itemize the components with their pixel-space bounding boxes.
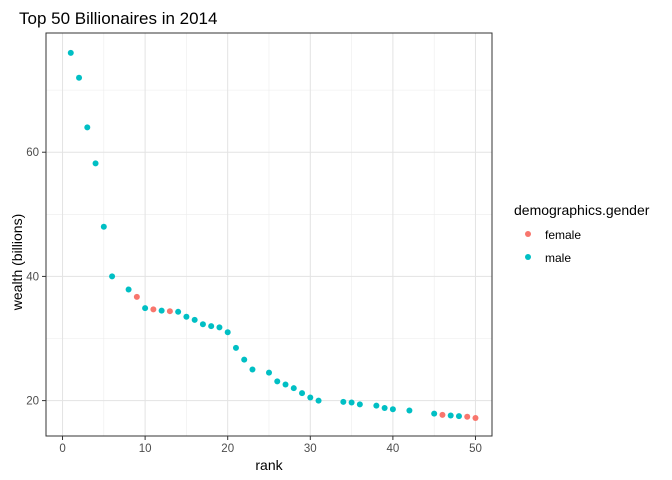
data-point-male (266, 369, 272, 376)
data-point-male (307, 394, 314, 401)
data-point-male (389, 406, 396, 413)
data-point-male (381, 405, 388, 412)
data-point-male (455, 413, 462, 420)
data-point-male (299, 390, 306, 397)
data-point-male (447, 412, 454, 419)
data-point-female (472, 414, 479, 421)
data-point-male (76, 74, 83, 81)
x-tick-label: 30 (304, 443, 317, 455)
data-point-male (92, 160, 99, 167)
y-tick-label: 20 (26, 396, 39, 408)
data-point-male (340, 398, 347, 405)
data-point-male (199, 321, 206, 328)
data-point-male (232, 344, 239, 351)
data-point-male (373, 402, 380, 409)
grid-lines (46, 33, 492, 436)
x-tick-label: 40 (386, 443, 399, 455)
data-point-male (431, 410, 438, 417)
y-tick-label: 40 (26, 271, 39, 283)
x-tick-label: 20 (221, 443, 234, 455)
data-point-female (150, 306, 157, 313)
data-point-male (109, 273, 116, 280)
data-points (67, 49, 479, 421)
legend-label-female: female (545, 228, 581, 242)
plot-panel-border (45, 32, 493, 437)
x-axis-title: rank (255, 457, 283, 473)
data-point-male (208, 323, 215, 330)
legend-key-female (525, 231, 531, 237)
y-tick-label: 60 (26, 147, 39, 159)
data-point-male (348, 399, 355, 406)
data-point-male (274, 378, 281, 385)
data-point-male (158, 307, 165, 314)
data-point-male (175, 308, 182, 315)
x-tick-label: 10 (139, 443, 152, 455)
data-point-male (249, 366, 256, 373)
data-point-male (191, 316, 198, 323)
x-tick-label: 50 (469, 443, 482, 455)
data-point-male (183, 313, 190, 320)
legend-title: demographics.gender (514, 202, 650, 218)
data-point-male (406, 407, 413, 414)
data-point-female (133, 293, 140, 300)
data-point-male (241, 356, 248, 363)
legend-key-male (525, 254, 531, 260)
data-point-male (290, 385, 297, 392)
data-point-female (439, 411, 446, 418)
data-point-male (67, 49, 74, 56)
legend: demographics.gender female male (514, 202, 650, 265)
chart-title: Top 50 Billionaires in 2014 (19, 9, 217, 28)
data-point-male (125, 286, 132, 293)
data-point-male (216, 324, 223, 331)
data-point-male (282, 381, 289, 388)
x-tick-label: 0 (59, 443, 65, 455)
data-point-male (356, 401, 363, 408)
data-point-male (224, 329, 231, 336)
data-point-male (84, 124, 91, 131)
data-point-female (464, 413, 471, 420)
data-point-male (100, 223, 107, 230)
data-point-male (315, 397, 322, 404)
data-point-female (166, 308, 173, 315)
legend-label-male: male (545, 251, 571, 265)
y-axis-title: wealth (billions) (9, 214, 25, 311)
axis-ticks: 0 10 20 30 40 50 20 40 60 (26, 147, 482, 455)
data-point-male (142, 305, 149, 312)
